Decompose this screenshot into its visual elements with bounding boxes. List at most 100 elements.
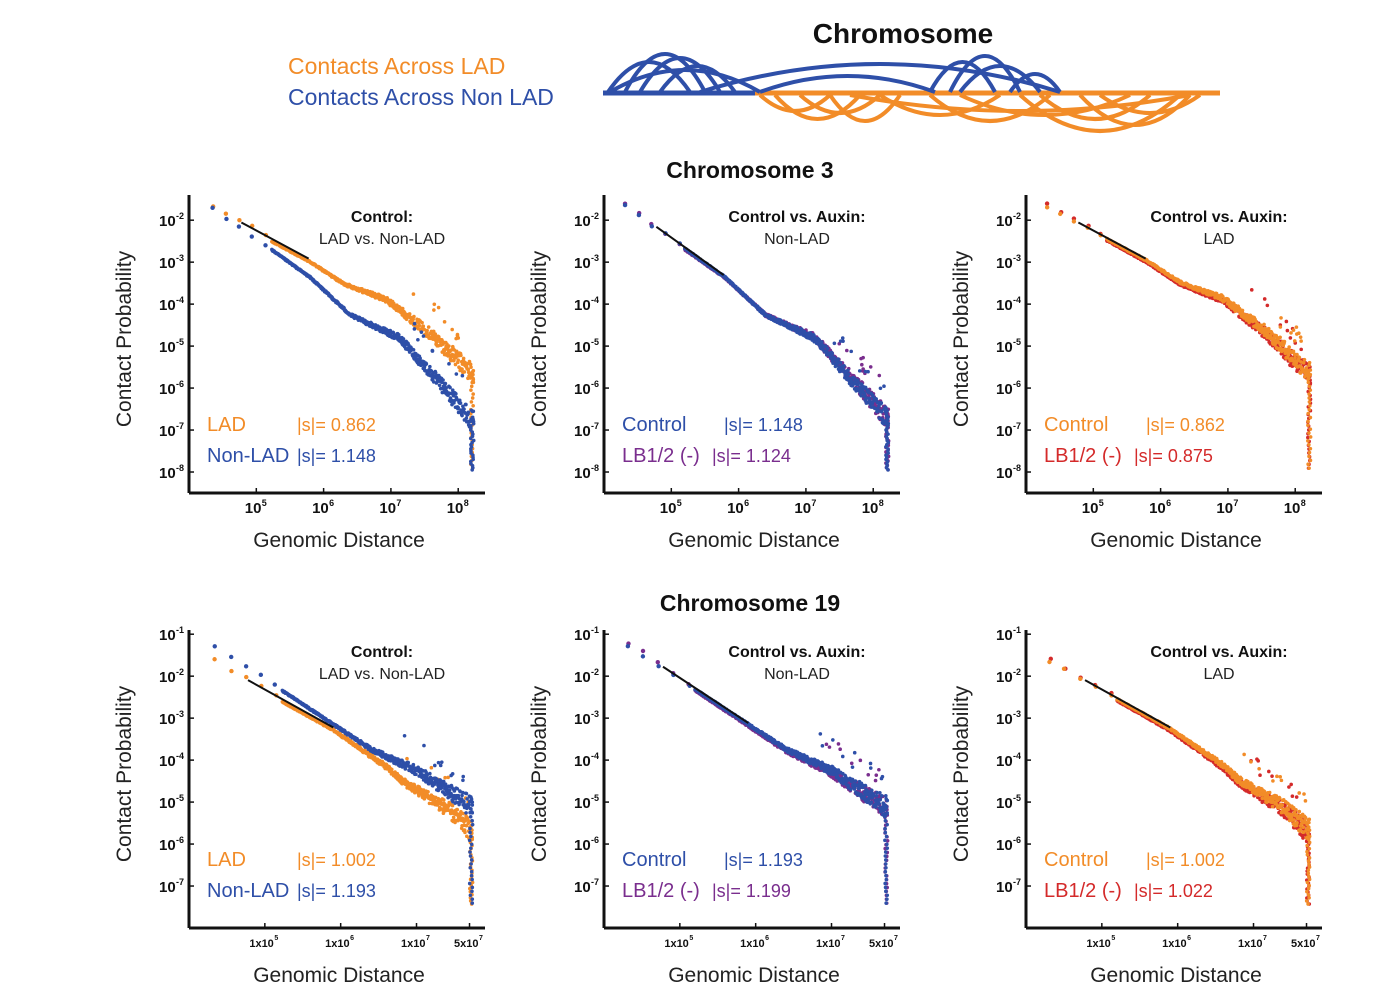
y-tick-exponent: -3 <box>176 253 184 263</box>
data-point <box>237 217 242 223</box>
y-tick-exponent: -8 <box>1013 463 1021 473</box>
x-tick-label: 10 <box>1216 500 1233 517</box>
data-point <box>842 363 846 368</box>
data-point <box>460 413 464 418</box>
y-tick-exponent: -2 <box>176 667 184 677</box>
data-point <box>411 347 416 352</box>
schematic-title: Chromosome <box>813 18 993 49</box>
slope-label: |s|= 1.193 <box>297 881 376 901</box>
data-point <box>1307 403 1312 408</box>
data-point <box>469 846 473 850</box>
data-point <box>425 328 429 333</box>
data-point <box>462 370 467 374</box>
data-point <box>433 332 438 336</box>
y-tick-exponent: -8 <box>176 463 184 473</box>
data-point <box>461 356 466 361</box>
legend-label: Non-LAD <box>207 445 289 467</box>
data-point <box>1306 419 1310 424</box>
data-point <box>470 822 475 827</box>
y-tick-label: 10 <box>574 879 591 896</box>
data-point <box>431 329 436 334</box>
data-point <box>236 224 242 229</box>
data-point <box>1240 308 1245 313</box>
y-tick-exponent: -4 <box>176 751 184 761</box>
y-tick-label: 10 <box>996 339 1013 356</box>
y-tick-exponent: -7 <box>176 421 184 431</box>
data-point <box>469 842 474 847</box>
outlier-point <box>832 341 837 346</box>
data-point <box>846 372 851 376</box>
outlier-point <box>461 778 465 783</box>
chart-title-line1: Control vs. Auxin: <box>1150 209 1287 226</box>
outlier-point <box>1249 288 1254 292</box>
data-point <box>467 881 472 886</box>
legend-label: Non-LAD <box>207 880 289 902</box>
y-tick-exponent: -3 <box>176 709 184 719</box>
data-point <box>1307 450 1312 455</box>
x-tick-label: 10 <box>312 500 329 517</box>
outlier-point <box>1294 325 1299 329</box>
y-tick-label: 10 <box>159 669 176 686</box>
y-tick-exponent: -7 <box>591 421 599 431</box>
data-point <box>468 436 473 441</box>
data-point <box>407 312 412 316</box>
slope-label: |s|= 0.875 <box>1134 446 1213 466</box>
chart-title-line2: LAD vs. Non-LAD <box>319 666 445 683</box>
y-tick-exponent: -3 <box>591 709 599 719</box>
y-tick-exponent: -5 <box>176 793 184 803</box>
x-tick-exponent: 6 <box>744 498 749 508</box>
y-tick-exponent: -4 <box>176 295 184 305</box>
y-tick-label: 10 <box>159 753 176 770</box>
x-tick-exponent: 8 <box>879 498 884 508</box>
data-point <box>1306 380 1311 385</box>
outlier-point <box>416 337 420 342</box>
data-point <box>1307 360 1312 365</box>
data-point <box>640 648 646 654</box>
x-tick-exponent: 7 <box>479 935 483 942</box>
x-tick-exponent: 7 <box>426 935 430 942</box>
legend-label: Control <box>622 414 686 436</box>
outlier-point <box>877 373 882 378</box>
y-tick-label: 10 <box>996 297 1013 314</box>
nonlad-contact-arc <box>759 74 936 94</box>
data-point <box>258 672 264 678</box>
y-tick-label: 10 <box>574 423 591 440</box>
data-point <box>471 376 475 381</box>
outlier-point <box>449 773 453 778</box>
data-point <box>426 325 431 329</box>
outlier-point <box>447 362 451 366</box>
outlier-point <box>422 743 426 748</box>
data-point <box>468 850 472 854</box>
y-tick-label: 10 <box>574 711 591 728</box>
data-point <box>1308 446 1313 451</box>
data-point <box>441 378 445 382</box>
data-point <box>443 381 448 386</box>
data-point <box>263 243 268 248</box>
x-tick-exponent: 6 <box>329 498 334 508</box>
row-title-chromosome-3: Chromosome 3 <box>666 157 833 183</box>
data-point <box>243 664 249 669</box>
y-tick-label: 10 <box>159 339 176 356</box>
data-point <box>1301 361 1306 365</box>
y-tick-exponent: -7 <box>591 877 599 887</box>
data-point <box>454 391 458 396</box>
data-point <box>464 791 469 796</box>
outlier-point <box>402 734 407 738</box>
y-tick-exponent: -6 <box>591 835 599 845</box>
data-point <box>458 401 463 405</box>
y-tick-label: 10 <box>574 465 591 482</box>
slope-label: |s|= 0.862 <box>1146 415 1225 435</box>
x-tick-label: 10 <box>1149 500 1166 517</box>
data-point <box>459 353 463 358</box>
data-point <box>437 383 442 388</box>
y-tick-exponent: -4 <box>591 295 599 305</box>
x-tick-exponent: 6 <box>350 935 354 942</box>
outlier-point <box>859 356 863 361</box>
chart-title-line2: Non-LAD <box>764 231 830 248</box>
series-non-lad <box>210 205 476 472</box>
data-point <box>451 815 456 820</box>
outlier-point <box>412 327 417 331</box>
data-point <box>1307 454 1311 459</box>
data-point <box>467 359 472 364</box>
